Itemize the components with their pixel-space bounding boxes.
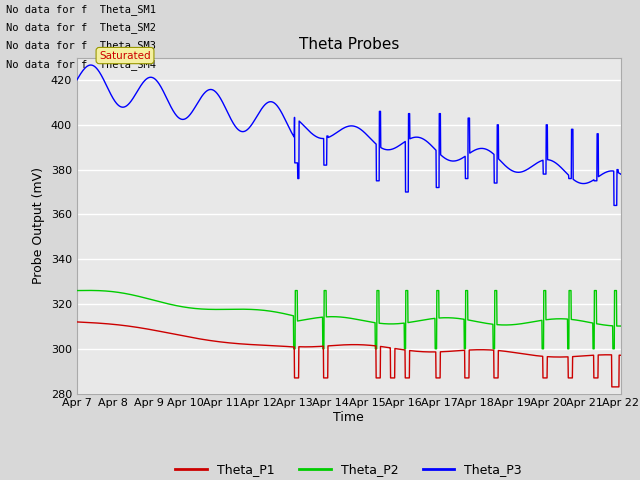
- Title: Theta Probes: Theta Probes: [299, 37, 399, 52]
- Text: Saturated: Saturated: [99, 50, 151, 60]
- X-axis label: Time: Time: [333, 411, 364, 424]
- Text: No data for f  Theta_SM1: No data for f Theta_SM1: [6, 4, 156, 15]
- Y-axis label: Probe Output (mV): Probe Output (mV): [32, 167, 45, 284]
- Text: No data for f  Theta_SM2: No data for f Theta_SM2: [6, 22, 156, 33]
- Legend: Theta_P1, Theta_P2, Theta_P3: Theta_P1, Theta_P2, Theta_P3: [170, 458, 527, 480]
- Text: No data for f  Theta_SM4: No data for f Theta_SM4: [6, 59, 156, 70]
- Text: No data for f  Theta_SM3: No data for f Theta_SM3: [6, 40, 156, 51]
